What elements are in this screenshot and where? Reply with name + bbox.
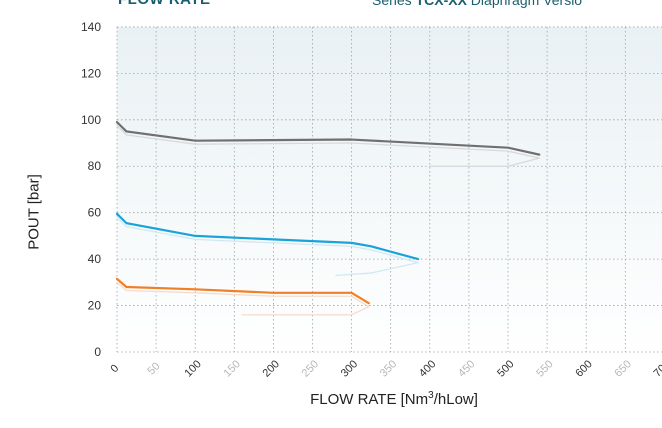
y-tick-label: 60	[88, 206, 102, 220]
plot-background	[117, 27, 662, 353]
x-tick-label: 50	[145, 360, 162, 377]
x-tick-label: 0	[108, 362, 121, 375]
y-tick-label: 80	[88, 159, 102, 173]
y-tick-label: 40	[88, 252, 102, 266]
y-tick-labels: 0 20 40 60 80 100 120 140	[81, 20, 101, 359]
y-tick-label: 100	[81, 113, 101, 127]
y-tick-label: 140	[81, 20, 101, 34]
x-tick-label: 550	[534, 358, 555, 379]
y-tick-label: 120	[81, 66, 101, 80]
x-tick-label: 100	[182, 358, 203, 379]
y-axis-label: POUT [bar]	[25, 174, 43, 250]
x-tick-label: 300	[339, 358, 360, 379]
series-line	[115, 212, 420, 261]
x-tick-label: 650	[612, 358, 633, 379]
x-axis-label-suffix: /hLow]	[433, 391, 478, 408]
x-tick-label: 250	[300, 358, 321, 379]
x-axis-label: FLOW RATE [Nm3/hLow]	[310, 390, 478, 408]
ghost-series-line	[116, 281, 370, 316]
series-model: TCX-XX	[415, 0, 467, 8]
x-tick-label: 450	[456, 358, 477, 379]
x-axis-label-superscript: 3	[428, 390, 434, 401]
series-line	[115, 121, 541, 156]
x-axis-label-prefix: FLOW RATE [Nm	[310, 391, 429, 408]
x-tick-label: 150	[221, 358, 242, 379]
x-tick-label: 400	[417, 358, 438, 379]
x-tick-label: 350	[378, 358, 399, 379]
series-prefix: Series	[372, 0, 416, 8]
series-line	[115, 277, 370, 305]
chart-header-series: Series TCX-XX Diaphragm Versio	[372, 0, 582, 8]
x-tick-label: 500	[495, 358, 516, 379]
ghost-series-line	[116, 216, 419, 277]
grid	[116, 26, 662, 353]
x-tick-label: 600	[573, 358, 594, 379]
x-tick-label: 200	[261, 358, 282, 379]
y-tick-label: 20	[88, 299, 102, 313]
chart-header-title: FLOW RATE	[118, 0, 211, 8]
ghost-series	[116, 124, 540, 316]
ghost-series-line	[116, 124, 540, 167]
x-tick-labels: 0 50 100 150 200 250 300 350 400 450 500 550 600 650 7…	[108, 358, 662, 379]
series-lines	[115, 121, 541, 305]
x-tick-label: 700	[652, 358, 662, 379]
series-suffix: Diaphragm Versio	[466, 0, 583, 8]
y-tick-label: 0	[94, 345, 101, 359]
